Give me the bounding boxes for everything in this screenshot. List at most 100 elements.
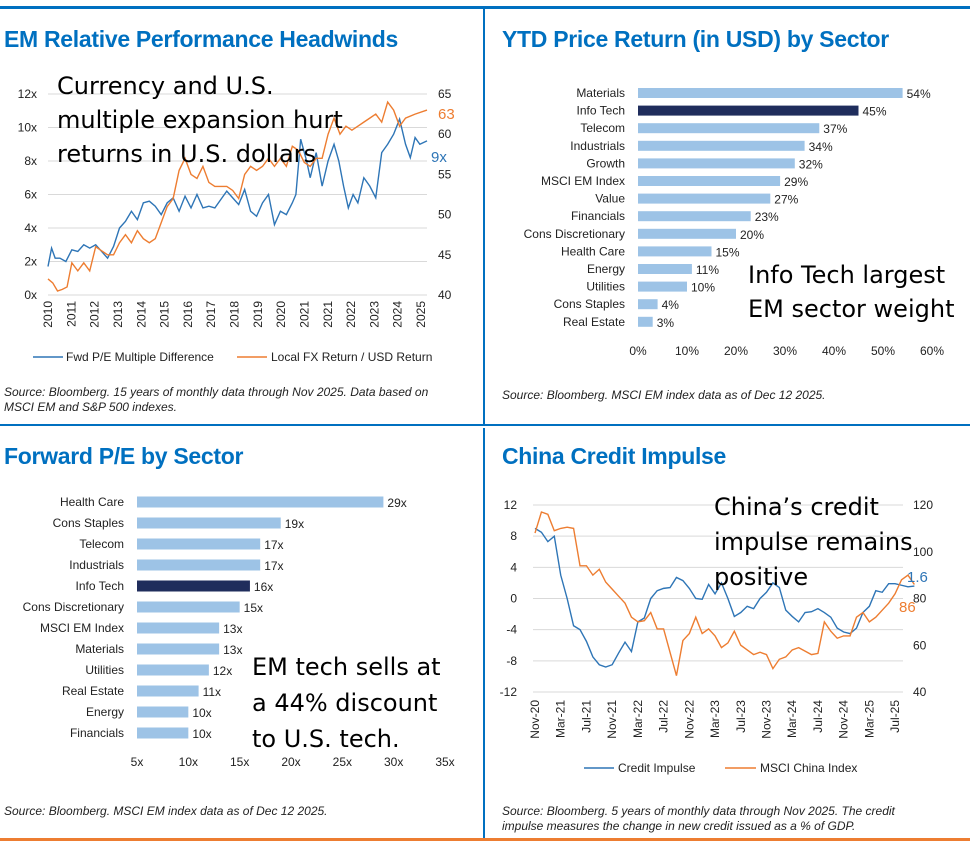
x-tick-label: Mar-22 (631, 700, 645, 738)
x-tick-label: 2015 (158, 301, 172, 328)
value-label: 11x (203, 685, 221, 699)
category-label: Utilities (85, 663, 124, 677)
bar-utilities (137, 664, 209, 676)
category-label: Value (595, 192, 625, 206)
y2-tick-label: 120 (913, 498, 933, 512)
category-label: Growth (586, 156, 625, 170)
x-tick-label: 2022 (344, 301, 358, 328)
x-tick-label: 2020 (274, 301, 288, 328)
end-label-msci: 86 (899, 599, 916, 616)
source-note: Source: Bloomberg. MSCI EM index data as… (4, 804, 328, 819)
value-label: 15x (244, 601, 263, 615)
category-label: Materials (75, 642, 124, 656)
bar-health-care (137, 496, 384, 508)
x-tick-label: 50% (871, 344, 895, 358)
x-tick-label: 60% (920, 344, 944, 358)
bar-industrials (137, 559, 261, 571)
y-tick-label: -12 (500, 685, 518, 699)
end-label-fx: 63 (438, 106, 455, 123)
bar-utilities (638, 281, 687, 292)
category-label: Health Care (60, 495, 124, 509)
y2-tick-label: 55 (438, 167, 452, 181)
annotation-text: EM tech sells at (252, 653, 441, 681)
x-tick-label: 35x (435, 755, 454, 769)
x-tick-label: Nov-21 (605, 700, 619, 739)
bar-cons-staples (638, 299, 658, 310)
value-label: 4% (662, 298, 680, 312)
category-label: Utilities (586, 280, 625, 294)
x-tick-label: 2012 (88, 301, 102, 328)
source-line: Source: Bloomberg. MSCI EM index data as… (4, 804, 328, 818)
x-tick-label: 2017 (204, 301, 218, 328)
bar-materials (638, 88, 903, 98)
x-tick-label: 20x (281, 755, 300, 769)
panel-title: EM Relative Performance Headwinds (4, 26, 399, 52)
category-label: Info Tech (76, 579, 124, 593)
category-label: Materials (576, 86, 625, 100)
value-label: 23% (755, 210, 779, 224)
value-label: 32% (799, 157, 823, 171)
x-tick-label: 2021 (297, 301, 311, 328)
category-label: Health Care (561, 244, 625, 258)
bar-info-tech (638, 105, 859, 116)
bar-financials (638, 211, 751, 222)
value-label: 17x (264, 559, 283, 573)
top-rule (0, 6, 970, 9)
category-label: Real Estate (62, 684, 124, 698)
value-label: 45% (863, 105, 887, 119)
x-tick-label: 15x (230, 755, 249, 769)
legend-label: Credit Impulse (618, 761, 696, 775)
divider-top (483, 9, 485, 424)
x-tick-label: 30x (384, 755, 403, 769)
x-tick-label: 40% (822, 344, 846, 358)
category-label: Financials (571, 209, 625, 223)
y-tick-label: 12 (504, 498, 518, 512)
y-tick-label: 12x (18, 87, 37, 101)
value-label: 29% (784, 175, 808, 189)
category-label: MSCI EM Index (541, 174, 625, 188)
category-label: Energy (86, 705, 124, 719)
bar-info-tech (137, 580, 250, 592)
panel-title: Forward P/E by Sector (4, 443, 244, 469)
y-tick-label: 0 (510, 592, 517, 606)
value-label: 3% (657, 316, 675, 330)
legend-label: MSCI China Index (760, 761, 857, 775)
x-tick-label: Jul-21 (579, 700, 593, 733)
legend-label: Local FX Return / USD Return (271, 350, 432, 364)
bar-growth (638, 158, 795, 169)
bar-real-estate (137, 685, 199, 697)
panel-title: YTD Price Return (in USD) by Sector (502, 26, 889, 52)
bar-msci-em-index (638, 176, 781, 186)
bar-energy (137, 706, 189, 718)
y2-tick-label: 80 (913, 592, 927, 606)
value-label: 37% (823, 122, 847, 136)
annotation-text: multiple expansion hurt (57, 106, 343, 134)
x-tick-label: Nov-24 (837, 700, 851, 739)
x-tick-label: 2013 (111, 301, 125, 328)
annotation-text: positive (714, 563, 808, 591)
y-tick-label: 8x (24, 154, 37, 168)
series-line-pe-difference (47, 116, 428, 267)
x-tick-label: Mar-24 (785, 700, 799, 738)
series-line-fx-return (47, 100, 428, 292)
x-tick-label: 2010 (41, 301, 55, 328)
x-tick-label: 10% (675, 344, 699, 358)
x-tick-label: Jul-23 (734, 700, 748, 733)
category-label: Financials (70, 726, 124, 740)
annotation-text: Info Tech largest (748, 261, 945, 289)
bar-financials (137, 727, 189, 739)
x-tick-label: Mar-21 (554, 700, 568, 738)
bar-cons-discretionary (137, 601, 240, 613)
category-label: Cons Staples (53, 516, 124, 530)
category-label: MSCI EM Index (40, 621, 124, 635)
x-tick-label: Jul-24 (811, 700, 825, 733)
series-line-msci-china (534, 511, 915, 676)
y2-tick-label: 60 (913, 638, 927, 652)
y2-tick-label: 100 (913, 545, 933, 559)
y2-tick-label: 40 (913, 685, 927, 699)
x-tick-label: 2024 (391, 301, 405, 328)
end-label-credit: 1.6 (907, 569, 928, 586)
annotation-text: Currency and U.S. (57, 72, 274, 100)
middle-rule (0, 424, 970, 426)
